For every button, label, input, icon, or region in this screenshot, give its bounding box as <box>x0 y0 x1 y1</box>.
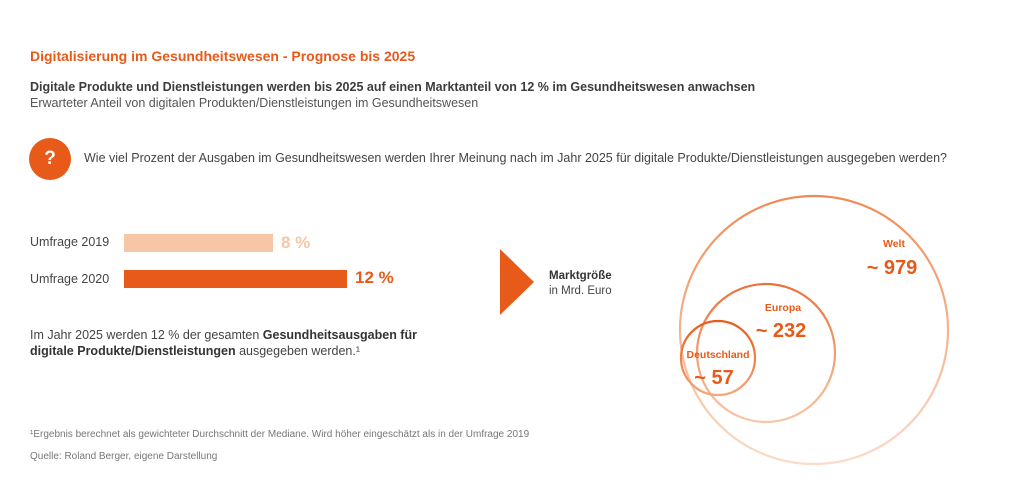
market-size-circles: Welt ~ 979 Europa ~ 232 Deutschland ~ 57 <box>678 194 950 466</box>
label-europa: Europa <box>765 302 801 314</box>
survey-question: Wie viel Prozent der Ausgaben im Gesundh… <box>84 151 948 165</box>
market-size-title: Marktgröße <box>549 270 612 282</box>
label-welt: Welt <box>883 238 905 250</box>
arrow-right-icon <box>500 249 534 315</box>
value-europa: ~ 232 <box>756 320 807 342</box>
bar-2019 <box>124 234 273 252</box>
bar-label-2019: Umfrage 2019 <box>30 235 110 249</box>
question-mark-icon: ? <box>29 138 71 180</box>
value-welt: ~ 979 <box>867 257 918 279</box>
bar-value-2019: 8 % <box>281 233 311 252</box>
bar-label-2020: Umfrage 2020 <box>30 272 110 286</box>
circle-deutschland <box>679 319 757 397</box>
value-deutschland: ~ 57 <box>694 367 733 389</box>
source-note: Quelle: Roland Berger, eigene Darstellun… <box>30 451 218 462</box>
subline: Erwarteter Anteil von digitalen Produkte… <box>30 96 479 110</box>
note-part1: Im Jahr 2025 werden 12 % der gesamten <box>30 328 263 342</box>
footnote: ¹Ergebnis berechnet als gewichteter Durc… <box>30 429 530 440</box>
market-size-label: Marktgröße in Mrd. Euro <box>549 269 612 299</box>
circle-welt <box>678 194 950 466</box>
bar-2020 <box>124 270 347 288</box>
note-part3: ausgegeben werden.¹ <box>235 344 360 358</box>
bar-value-2020: 12 % <box>355 268 394 287</box>
note-text: Im Jahr 2025 werden 12 % der gesamten Ge… <box>30 327 450 359</box>
circle-europa <box>695 282 837 424</box>
label-deutschland: Deutschland <box>686 349 749 361</box>
page-title: Digitalisierung im Gesundheitswesen - Pr… <box>30 48 416 64</box>
headline: Digitale Produkte und Dienstleistungen w… <box>30 80 756 94</box>
market-size-unit: in Mrd. Euro <box>549 285 612 297</box>
note-part2: Gesundheitsausgaben für digitale Produkt… <box>30 328 417 358</box>
